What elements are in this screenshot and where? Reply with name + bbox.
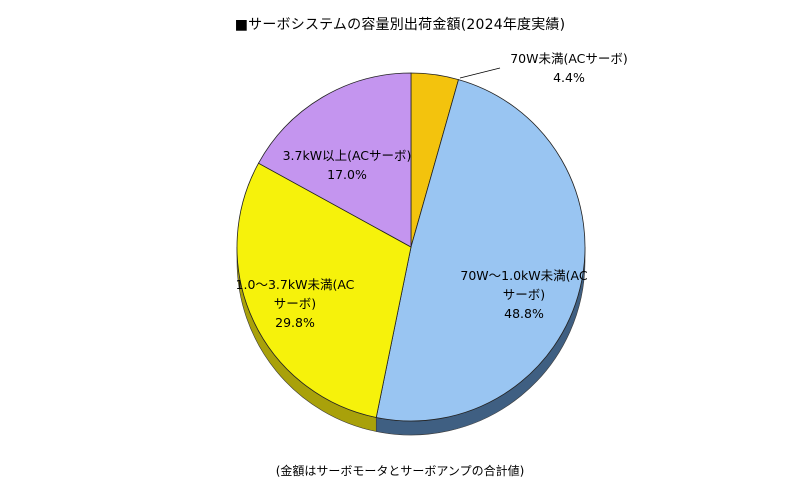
leader-line-70w-under — [459, 67, 501, 79]
slice-label-70w-under: 70W未満(ACサーボ) 4.4% — [510, 51, 628, 85]
slice-labels: 70W未満(ACサーボ) 4.4% 70W～1.0kW未満(AC サーボ) 48.8% 1… — [236, 51, 628, 330]
slice-name-70w-under: 70W未満(ACサーボ) — [510, 51, 628, 66]
slice-name-1kw-3-7kw: サーボ) — [274, 296, 316, 311]
slice-value-70w-1kw: 48.8% — [504, 306, 544, 321]
slice-value-3-7kw-over: 17.0% — [327, 167, 367, 182]
leader-lines — [459, 67, 501, 79]
slice-name-70w-1kw: サーボ) — [503, 287, 545, 302]
pie-slice-1kw-3-7kw — [236, 162, 412, 418]
slice-label-1kw-3-7kw: 1.0～3.7kW未満(AC サーボ) 29.8% — [236, 277, 355, 330]
pie-slices — [236, 72, 586, 422]
slice-value-70w-under: 4.4% — [553, 70, 585, 85]
pie-slice-70w-1kw — [375, 79, 586, 422]
slice-name-70w-1kw: 70W～1.0kW未満(AC — [460, 268, 587, 283]
slice-value-1kw-3-7kw: 29.8% — [275, 315, 315, 330]
chart-footnote: (金額はサーボモータとサーボアンプの合計値) — [275, 464, 525, 478]
slice-name-3-7kw-over: 3.7kW以上(ACサーボ) — [283, 148, 412, 163]
slice-name-1kw-3-7kw: 1.0～3.7kW未満(AC — [236, 277, 355, 292]
slice-label-3-7kw-over: 3.7kW以上(ACサーボ) 17.0% — [283, 148, 412, 182]
pie-slice-3-7kw-over — [257, 72, 412, 248]
slice-label-70w-1kw: 70W～1.0kW未満(AC サーボ) 48.8% — [460, 268, 587, 321]
chart-title: ■サーボシステムの容量別出荷金額(2024年度実績) — [234, 17, 566, 33]
